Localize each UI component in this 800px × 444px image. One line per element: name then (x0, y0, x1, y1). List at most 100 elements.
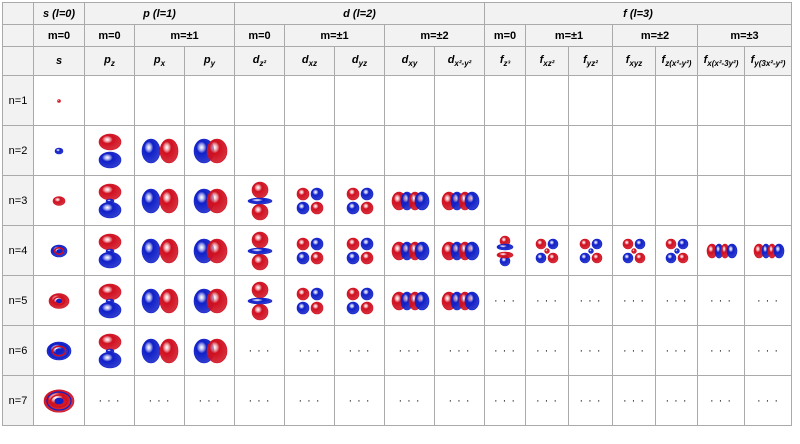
row-label: n=3 (2, 175, 34, 226)
m-header: m=±3 (697, 24, 792, 47)
orbital-name-0: s (33, 46, 85, 76)
empty-cell (744, 75, 792, 126)
orbital-letter: f (583, 53, 587, 66)
orbital-lobe (54, 147, 64, 154)
empty-cell (655, 75, 698, 126)
orbital-dxy-n5 (384, 275, 435, 326)
orbital-row-3: n=3 (2, 175, 792, 226)
orbital-shape-icon (296, 187, 323, 214)
orbital-pz-n6 (84, 325, 135, 376)
orbital-lobe (310, 287, 323, 300)
orbital-fy-n4 (744, 225, 792, 276)
orbital-shape-icon (141, 238, 178, 263)
orbital-lobe (296, 251, 309, 264)
orbital-lobe (251, 303, 268, 320)
orbital-lobe (159, 338, 178, 363)
orbital-name-8: dx²-y² (434, 46, 485, 76)
orbital-letter: f (661, 53, 666, 66)
ellipsis-cell: · · · (434, 375, 485, 426)
orbital-shape-icon (52, 195, 66, 206)
orbital-subscript: xy (408, 59, 418, 69)
orbital-name-3: py (184, 46, 235, 76)
orbital-lobe (622, 252, 634, 263)
orbital-lobe (52, 195, 66, 206)
orbital-lobe (141, 188, 160, 213)
orbital-shape-icon (346, 187, 373, 214)
orbital-lobe (414, 241, 429, 260)
empty-cell (284, 75, 335, 126)
empty-cell (568, 75, 613, 126)
orbital-shape-icon (48, 292, 70, 309)
orbital-py-n2 (184, 125, 235, 176)
orbital-lobe (296, 301, 309, 314)
ellipsis-cell: · · · (234, 375, 285, 426)
ellipsis-cell: · · · (655, 275, 698, 326)
orbital-lobe (673, 247, 680, 254)
orbital-shape-icon (346, 287, 373, 314)
orbital-shape-icon (706, 243, 738, 258)
orbital-lobe (105, 348, 114, 353)
empty-cell (655, 125, 698, 176)
orbital-dz2-n5 (234, 275, 285, 326)
row-label: n=1 (2, 75, 34, 126)
row-label: n=7 (2, 375, 34, 426)
orbital-shape-icon (98, 283, 121, 318)
orbital-name-7: dxy (384, 46, 435, 76)
orbital-shape-icon (193, 138, 227, 163)
orbital-dyz-n5 (334, 275, 385, 326)
orbital-letter: p (153, 53, 161, 66)
orbital-letter: d (351, 53, 359, 66)
orbital-subscript: yz² (586, 59, 598, 69)
orbital-name-15: fy(3x²-y²) (744, 46, 792, 76)
orbital-dxz-n4 (284, 225, 335, 276)
ellipsis-cell: · · · (612, 275, 656, 326)
orbital-s-n2 (33, 125, 85, 176)
orbital-px-n5 (134, 275, 185, 326)
orbital-py-n5 (184, 275, 235, 326)
empty-cell (525, 75, 569, 126)
empty-cell (84, 75, 135, 126)
orbital-lobe (544, 247, 550, 254)
empty-cell (334, 75, 385, 126)
orbital-shape-icon (247, 231, 272, 270)
orbital-shape-icon (391, 241, 429, 260)
orbital-lobe (346, 201, 359, 214)
empty-cell (612, 75, 656, 126)
family-header-s: s (l=0) (33, 2, 85, 25)
empty-cell (697, 125, 745, 176)
orbital-row-5: n=5 · · · · · · · · · · · · · · · · · · · · · (2, 275, 792, 326)
orbital-lobe (310, 301, 323, 314)
orbital-lobe (360, 201, 373, 214)
orbital-lobe (726, 243, 738, 258)
ellipsis-cell: · · · (384, 325, 435, 376)
ellipsis-cell: · · · (697, 325, 745, 376)
empty-cell (744, 125, 792, 176)
orbital-letter: f (499, 53, 504, 66)
orbital-shape-icon (441, 291, 479, 310)
orbital-s-n5 (33, 275, 85, 326)
corner-cell (2, 2, 34, 25)
orbital-lobe (247, 297, 272, 304)
orbital-lobe (591, 238, 602, 249)
orbital-shape-icon (296, 237, 323, 264)
m-header: m=0 (234, 24, 285, 47)
orbital-lobe (98, 233, 121, 250)
orbital-px-n4 (134, 225, 185, 276)
orbital-subscript: z(x²-y²) (665, 59, 692, 69)
orbital-lobe (141, 138, 160, 163)
orbital-shape-icon (496, 235, 514, 266)
empty-cell (568, 175, 613, 226)
ellipsis-cell: · · · (568, 375, 613, 426)
orbital-name-6: dyz (334, 46, 385, 76)
ellipsis-cell: · · · (284, 375, 335, 426)
orbital-lobe (98, 201, 121, 218)
orbital-lobe (346, 287, 359, 300)
orbital-lobe (296, 201, 309, 214)
ellipsis-cell: · · · (568, 325, 613, 376)
ellipsis-cell: · · · (744, 375, 792, 426)
orbital-lobe (310, 187, 323, 200)
orbital-lobe (622, 238, 634, 249)
orbital-row-7: n=7 · · · · · · · · · · · · · · · · · · · · · · … (2, 375, 792, 426)
empty-cell (284, 125, 335, 176)
empty-cell (384, 125, 435, 176)
